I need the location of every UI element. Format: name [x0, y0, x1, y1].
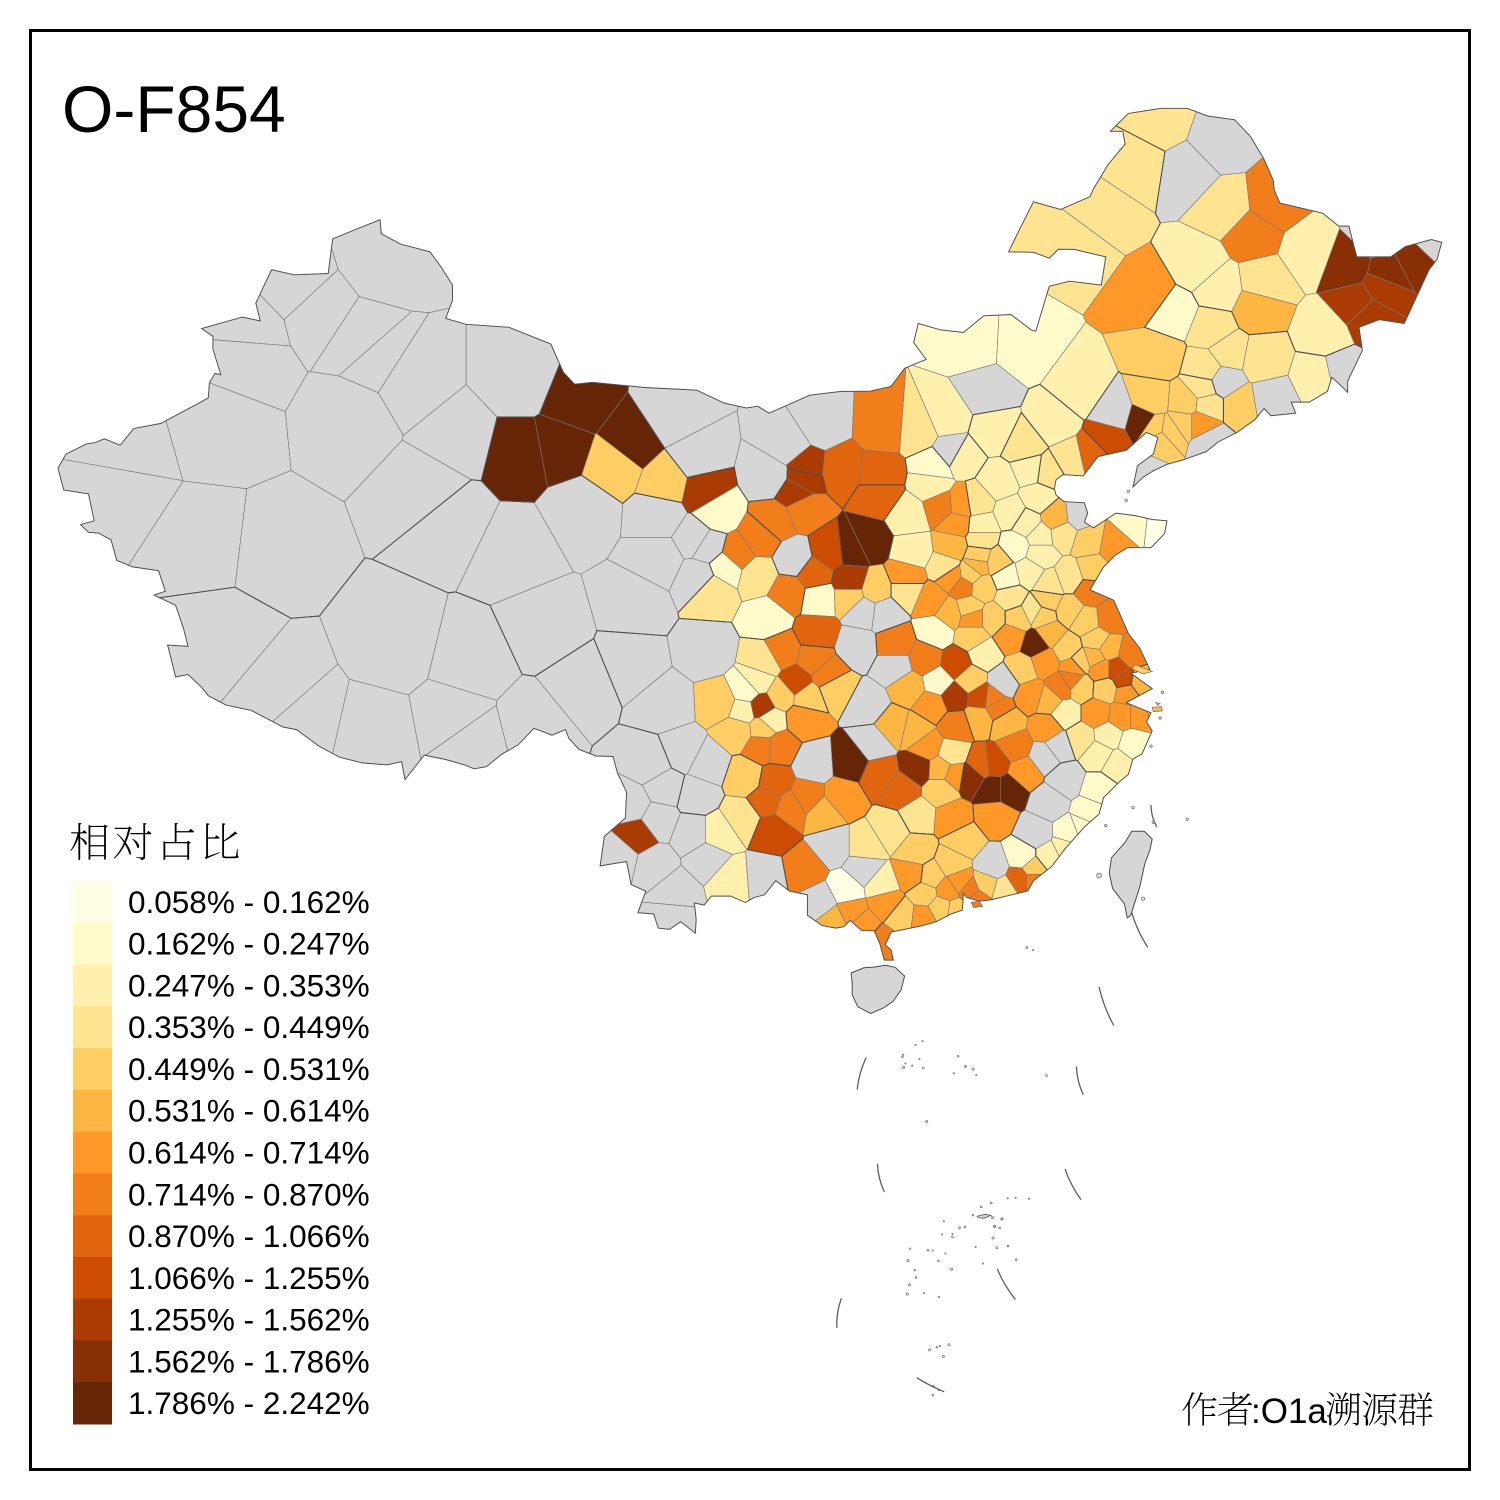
svg-text:0.058% - 0.162%: 0.058% - 0.162%	[128, 884, 370, 920]
svg-text:0.531% - 0.614%: 0.531% - 0.614%	[128, 1093, 370, 1129]
svg-text::O1a: :O1a	[1251, 1392, 1327, 1431]
svg-text:0.449% - 0.531%: 0.449% - 0.531%	[128, 1051, 370, 1087]
svg-text:1.066% - 1.255%: 1.066% - 1.255%	[128, 1260, 370, 1296]
svg-text:0.714% - 0.870%: 0.714% - 0.870%	[128, 1176, 370, 1212]
svg-text:0.870% - 1.066%: 0.870% - 1.066%	[128, 1218, 370, 1254]
svg-text:1.786% - 2.242%: 1.786% - 2.242%	[128, 1385, 370, 1421]
svg-text:1.255% - 1.562%: 1.255% - 1.562%	[128, 1302, 370, 1338]
svg-text:0.353% - 0.449%: 0.353% - 0.449%	[128, 1009, 370, 1045]
svg-text:0.247% - 0.353%: 0.247% - 0.353%	[128, 967, 370, 1003]
svg-text:O-F854: O-F854	[62, 72, 286, 146]
svg-text:1.562% - 1.786%: 1.562% - 1.786%	[128, 1343, 370, 1379]
svg-text:0.162% - 0.247%: 0.162% - 0.247%	[128, 926, 370, 962]
svg-text:0.614% - 0.714%: 0.614% - 0.714%	[128, 1135, 370, 1171]
